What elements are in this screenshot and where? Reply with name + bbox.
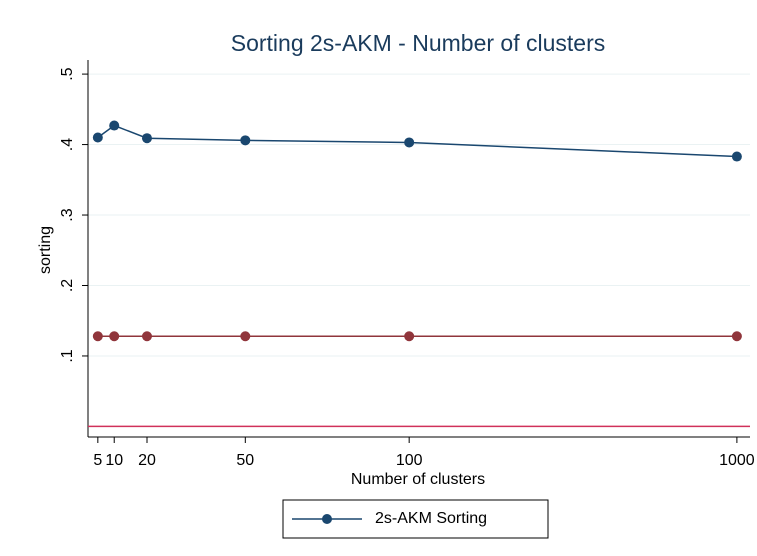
- y-tick-label: .4: [59, 138, 76, 151]
- x-tick-label: 10: [105, 452, 123, 469]
- x-tick-label: 5: [93, 452, 102, 469]
- data-point: [240, 135, 251, 146]
- data-point: [92, 331, 103, 342]
- data-point: [109, 331, 120, 342]
- x-tick-label: 20: [138, 452, 156, 469]
- data-point: [109, 120, 120, 131]
- legend-label: 2s-AKM Sorting: [375, 510, 487, 527]
- data-point: [731, 331, 742, 342]
- data-point: [404, 331, 415, 342]
- y-tick-label: .2: [59, 279, 76, 292]
- data-point: [92, 132, 103, 143]
- data-point: [731, 151, 742, 162]
- legend-marker: [322, 514, 332, 524]
- data-point: [404, 137, 415, 148]
- y-tick-label: .1: [59, 349, 76, 362]
- data-point: [141, 133, 152, 144]
- chart-title: Sorting 2s-AKM - Number of clusters: [231, 30, 606, 56]
- x-tick-label: 1000: [719, 452, 755, 469]
- data-point: [240, 331, 251, 342]
- y-tick-label: .5: [59, 67, 76, 80]
- x-tick-label: 100: [396, 452, 423, 469]
- x-axis-label: Number of clusters: [351, 471, 485, 488]
- y-axis-label: sorting: [37, 226, 54, 274]
- y-tick-label: .3: [59, 208, 76, 221]
- x-tick-label: 50: [236, 452, 254, 469]
- data-point: [141, 331, 152, 342]
